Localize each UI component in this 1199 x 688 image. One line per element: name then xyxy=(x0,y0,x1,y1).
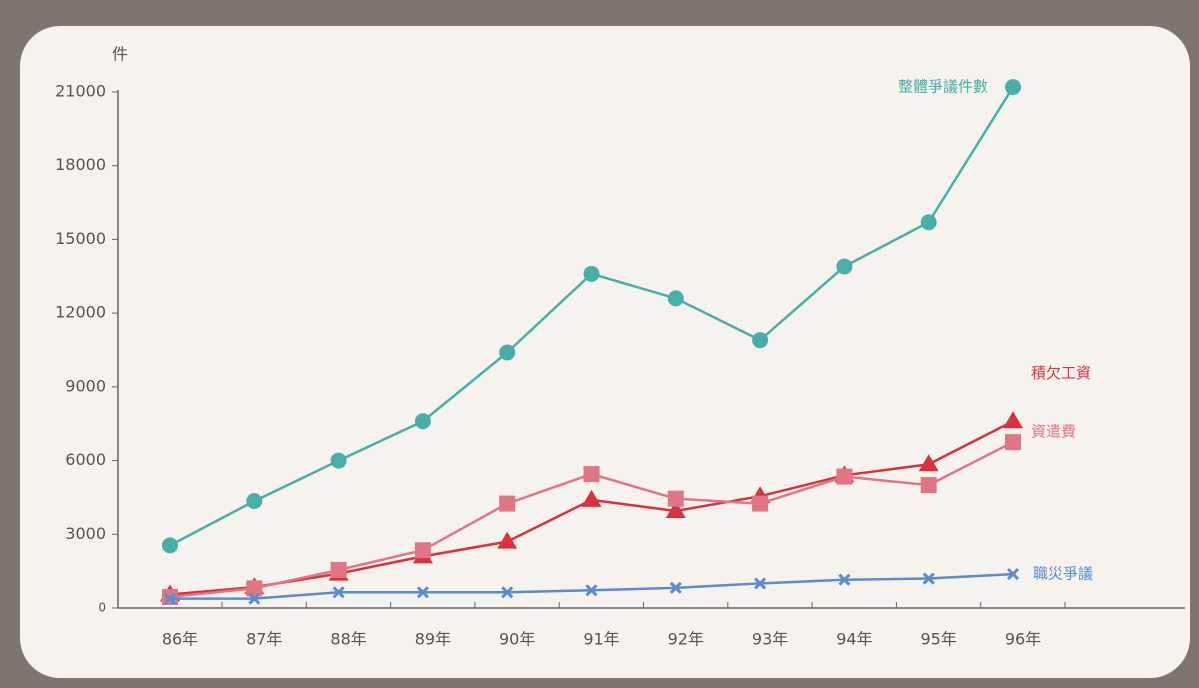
marker xyxy=(581,489,602,507)
marker xyxy=(920,214,937,231)
y-tick-label: 9000 xyxy=(65,376,106,395)
y-tick-label: 18000 xyxy=(55,155,106,174)
y-tick-label: 15000 xyxy=(55,229,106,248)
y-tick-label: 3000 xyxy=(65,524,106,543)
marker xyxy=(246,493,263,510)
marker xyxy=(752,332,769,349)
marker xyxy=(667,290,684,307)
marker xyxy=(754,577,767,590)
marker xyxy=(920,477,937,494)
marker xyxy=(248,592,261,605)
series-label: 資遣費 xyxy=(1031,423,1076,441)
marker xyxy=(836,468,853,485)
x-tick-label: 94年 xyxy=(836,630,872,649)
marker xyxy=(163,592,177,605)
marker xyxy=(246,580,263,597)
x-tick-label: 93年 xyxy=(752,630,788,649)
marker xyxy=(414,542,431,559)
marker xyxy=(922,572,935,585)
marker xyxy=(497,531,518,549)
marker xyxy=(669,581,682,594)
y-tick-label: 6000 xyxy=(65,450,106,469)
marker xyxy=(585,584,598,597)
x-tick-label: 86年 xyxy=(162,630,198,649)
marker xyxy=(918,454,939,472)
y-tick-label: 12000 xyxy=(55,303,106,322)
marker xyxy=(838,573,851,586)
y-tick-label: 21000 xyxy=(55,82,106,101)
x-tick-label: 90年 xyxy=(499,630,535,649)
marker xyxy=(583,466,600,483)
x-tick-label: 91年 xyxy=(583,630,619,649)
marker xyxy=(1006,568,1020,581)
marker xyxy=(583,265,600,282)
marker xyxy=(414,413,431,430)
marker xyxy=(330,561,347,578)
marker xyxy=(665,500,686,518)
marker xyxy=(667,490,684,507)
marker xyxy=(332,586,345,599)
marker xyxy=(752,495,769,512)
marker xyxy=(836,258,853,275)
y-unit: 件 xyxy=(112,45,128,64)
series-label: 整體爭議件數 xyxy=(898,78,988,96)
marker xyxy=(499,495,516,512)
series-label: 積欠工資 xyxy=(1031,364,1091,382)
marker xyxy=(1005,79,1021,96)
marker xyxy=(499,344,516,361)
marker xyxy=(162,537,178,554)
x-tick-label: 96年 xyxy=(1005,630,1041,649)
marker xyxy=(330,452,347,469)
x-tick-label: 89年 xyxy=(415,630,451,649)
marker xyxy=(416,586,429,599)
panel xyxy=(20,26,1190,678)
marker xyxy=(501,586,514,599)
marker xyxy=(1003,411,1023,429)
x-tick-label: 92年 xyxy=(668,630,704,649)
y-tick-label: 0 xyxy=(98,601,106,615)
x-tick-label: 87年 xyxy=(246,630,282,649)
x-tick-label: 95年 xyxy=(921,630,957,649)
x-tick-label: 88年 xyxy=(330,630,366,649)
series-label: 職災爭議 xyxy=(1033,565,1093,583)
marker xyxy=(1005,434,1021,451)
